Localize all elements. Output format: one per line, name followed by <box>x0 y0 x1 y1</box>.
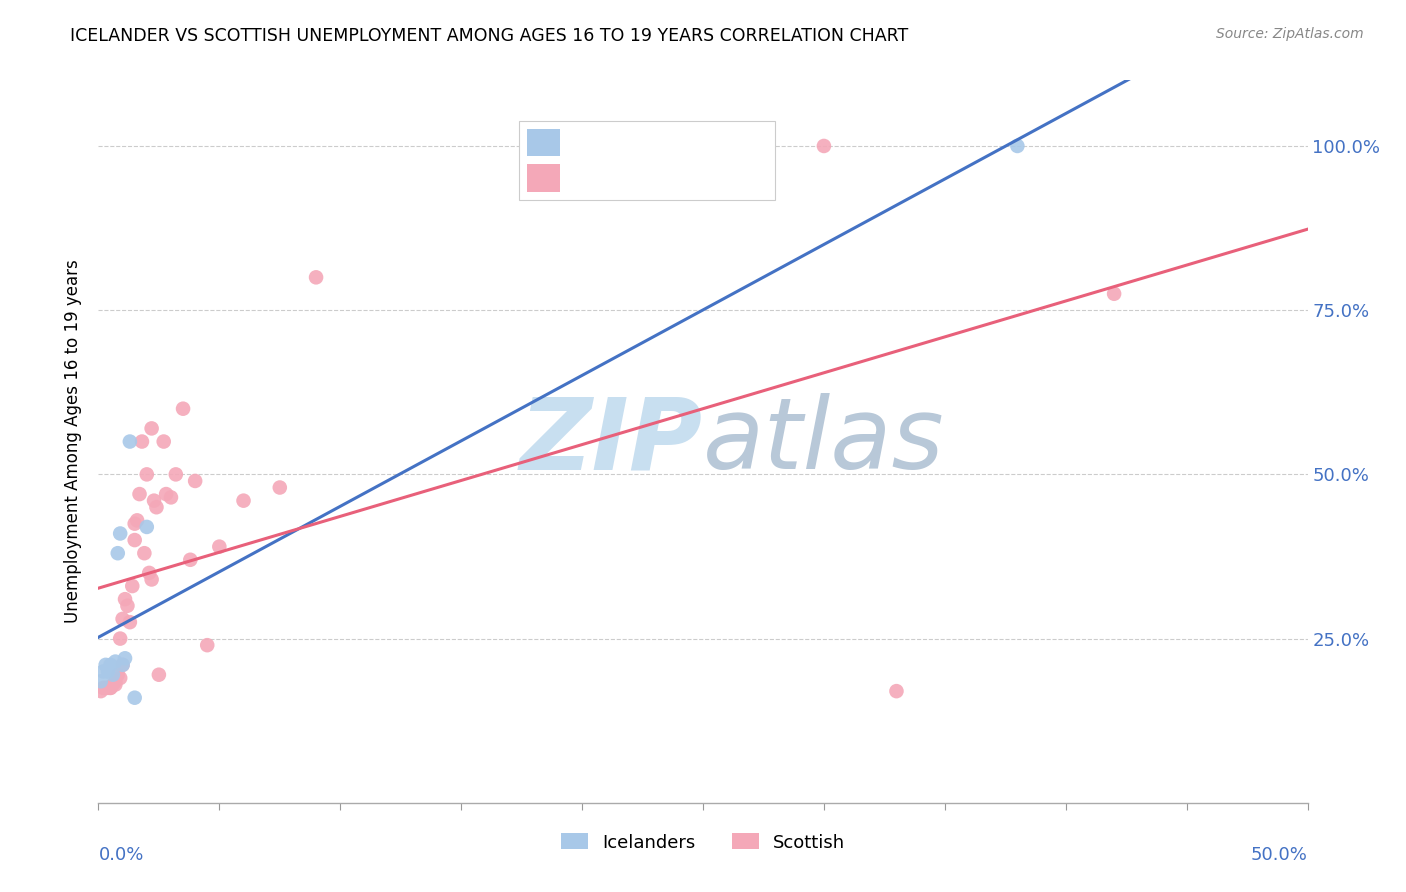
Point <box>101 677 124 691</box>
Point <box>305 270 328 285</box>
Text: R = 0.697: R = 0.697 <box>571 169 668 186</box>
Point <box>90 674 112 689</box>
Text: ZIP: ZIP <box>520 393 703 490</box>
Point <box>128 487 150 501</box>
Point <box>108 671 131 685</box>
Point <box>118 615 141 630</box>
Text: atlas: atlas <box>703 393 945 490</box>
Y-axis label: Unemployment Among Ages 16 to 19 years: Unemployment Among Ages 16 to 19 years <box>65 260 83 624</box>
Point <box>141 421 163 435</box>
Point <box>97 681 120 695</box>
Point <box>97 665 120 679</box>
Point <box>148 667 170 681</box>
Point <box>124 533 146 547</box>
Point <box>232 493 254 508</box>
Point <box>165 467 187 482</box>
Point <box>172 401 194 416</box>
Point <box>124 516 146 531</box>
Point <box>134 546 156 560</box>
Point <box>145 500 167 515</box>
Point <box>179 553 201 567</box>
Point <box>101 667 124 681</box>
Bar <box>527 128 560 156</box>
Point <box>121 579 143 593</box>
Point <box>269 481 291 495</box>
Text: ICELANDER VS SCOTTISH UNEMPLOYMENT AMONG AGES 16 TO 19 YEARS CORRELATION CHART: ICELANDER VS SCOTTISH UNEMPLOYMENT AMONG… <box>70 27 908 45</box>
Point <box>108 526 131 541</box>
Point <box>195 638 218 652</box>
Point <box>135 520 157 534</box>
Point <box>100 657 122 672</box>
Point <box>160 491 183 505</box>
Point <box>107 546 129 560</box>
Text: Source: ZipAtlas.com: Source: ZipAtlas.com <box>1216 27 1364 41</box>
Point <box>135 467 157 482</box>
Point <box>91 681 114 695</box>
Text: N = 15: N = 15 <box>686 134 754 152</box>
Bar <box>527 164 560 192</box>
Point <box>813 139 835 153</box>
Point <box>114 592 136 607</box>
Point <box>114 651 136 665</box>
Text: N = 46: N = 46 <box>686 169 754 186</box>
Point <box>91 665 114 679</box>
Point <box>100 681 122 695</box>
Text: 0.0%: 0.0% <box>98 847 143 864</box>
Point <box>118 434 141 449</box>
Text: 50.0%: 50.0% <box>1251 847 1308 864</box>
Point <box>1102 286 1125 301</box>
Point <box>104 655 127 669</box>
Point <box>90 684 112 698</box>
Point <box>208 540 231 554</box>
Point <box>111 657 134 672</box>
Point <box>141 573 163 587</box>
Point <box>117 599 139 613</box>
Point <box>111 612 134 626</box>
Point <box>94 657 117 672</box>
Point <box>1007 139 1029 153</box>
Point <box>155 487 177 501</box>
Point <box>138 566 160 580</box>
Point <box>124 690 146 705</box>
Point <box>104 674 127 689</box>
Point <box>143 493 166 508</box>
Point <box>107 667 129 681</box>
Legend: Icelanders, Scottish: Icelanders, Scottish <box>554 826 852 859</box>
Point <box>108 632 131 646</box>
Point <box>152 434 174 449</box>
Point <box>131 434 153 449</box>
Point <box>184 474 207 488</box>
Point <box>100 681 122 695</box>
Point <box>111 657 134 672</box>
Point <box>94 681 117 695</box>
Point <box>104 677 127 691</box>
Text: R = 0.670: R = 0.670 <box>571 134 668 152</box>
Point <box>886 684 908 698</box>
Point <box>127 513 149 527</box>
